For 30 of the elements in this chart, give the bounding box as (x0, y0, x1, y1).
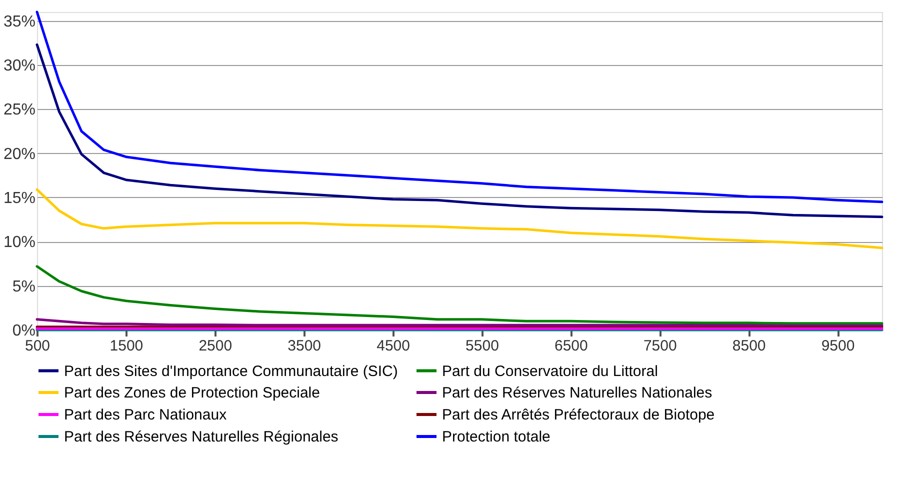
legend-label: Protection totale (442, 428, 550, 446)
legend-label: Part des Parc Nationaux (64, 406, 228, 424)
legend-label: Part du Conservatoire du Littoral (442, 362, 658, 380)
y-tick-label: 35% (3, 13, 36, 30)
legend-label: Part des Arrêtés Préfectoraux de Biotope (442, 406, 715, 424)
legend-label: Part des Zones de Protection Speciale (64, 384, 320, 402)
line-series (36, 43, 884, 218)
line-series (36, 265, 884, 325)
line-series (36, 188, 884, 250)
x-tick-label: 500 (24, 338, 50, 354)
y-tick-label: 25% (3, 102, 36, 119)
x-tick-label: 8500 (732, 338, 766, 354)
y-tick-label: 0% (12, 322, 36, 340)
x-tick-label: 5500 (466, 338, 499, 354)
x-tick-label: 7500 (643, 338, 677, 354)
x-tick-label: 2500 (198, 338, 232, 354)
legend-label: Part des Réserves Naturelles Nationales (442, 384, 712, 402)
x-tick-label: 4500 (376, 338, 410, 354)
legend-label: Part des Sites d'Importance Communautaire (SIC) (64, 362, 398, 380)
y-tick-label: 20% (3, 146, 36, 163)
y-tick-label: 30% (3, 58, 36, 74)
legend-label: Part des Réserves Naturelles Régionales (64, 428, 338, 446)
line-series (36, 10, 884, 204)
y-tick-label: 10% (3, 234, 36, 252)
x-tick-label: 3500 (288, 338, 322, 354)
x-tick-label: 6500 (554, 338, 588, 354)
y-tick-label: 5% (12, 278, 36, 296)
x-tick-label: 9500 (821, 338, 855, 354)
x-tick-label: 1500 (110, 338, 144, 354)
y-tick-label: 15% (3, 190, 36, 207)
